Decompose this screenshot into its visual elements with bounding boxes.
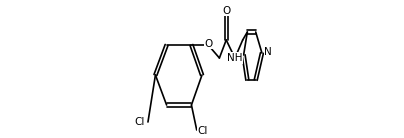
Text: O: O (222, 6, 230, 16)
Text: N: N (264, 47, 272, 57)
Text: NH: NH (227, 53, 243, 63)
Text: Cl: Cl (135, 117, 145, 127)
Text: O: O (204, 39, 213, 49)
Text: Cl: Cl (197, 126, 208, 136)
